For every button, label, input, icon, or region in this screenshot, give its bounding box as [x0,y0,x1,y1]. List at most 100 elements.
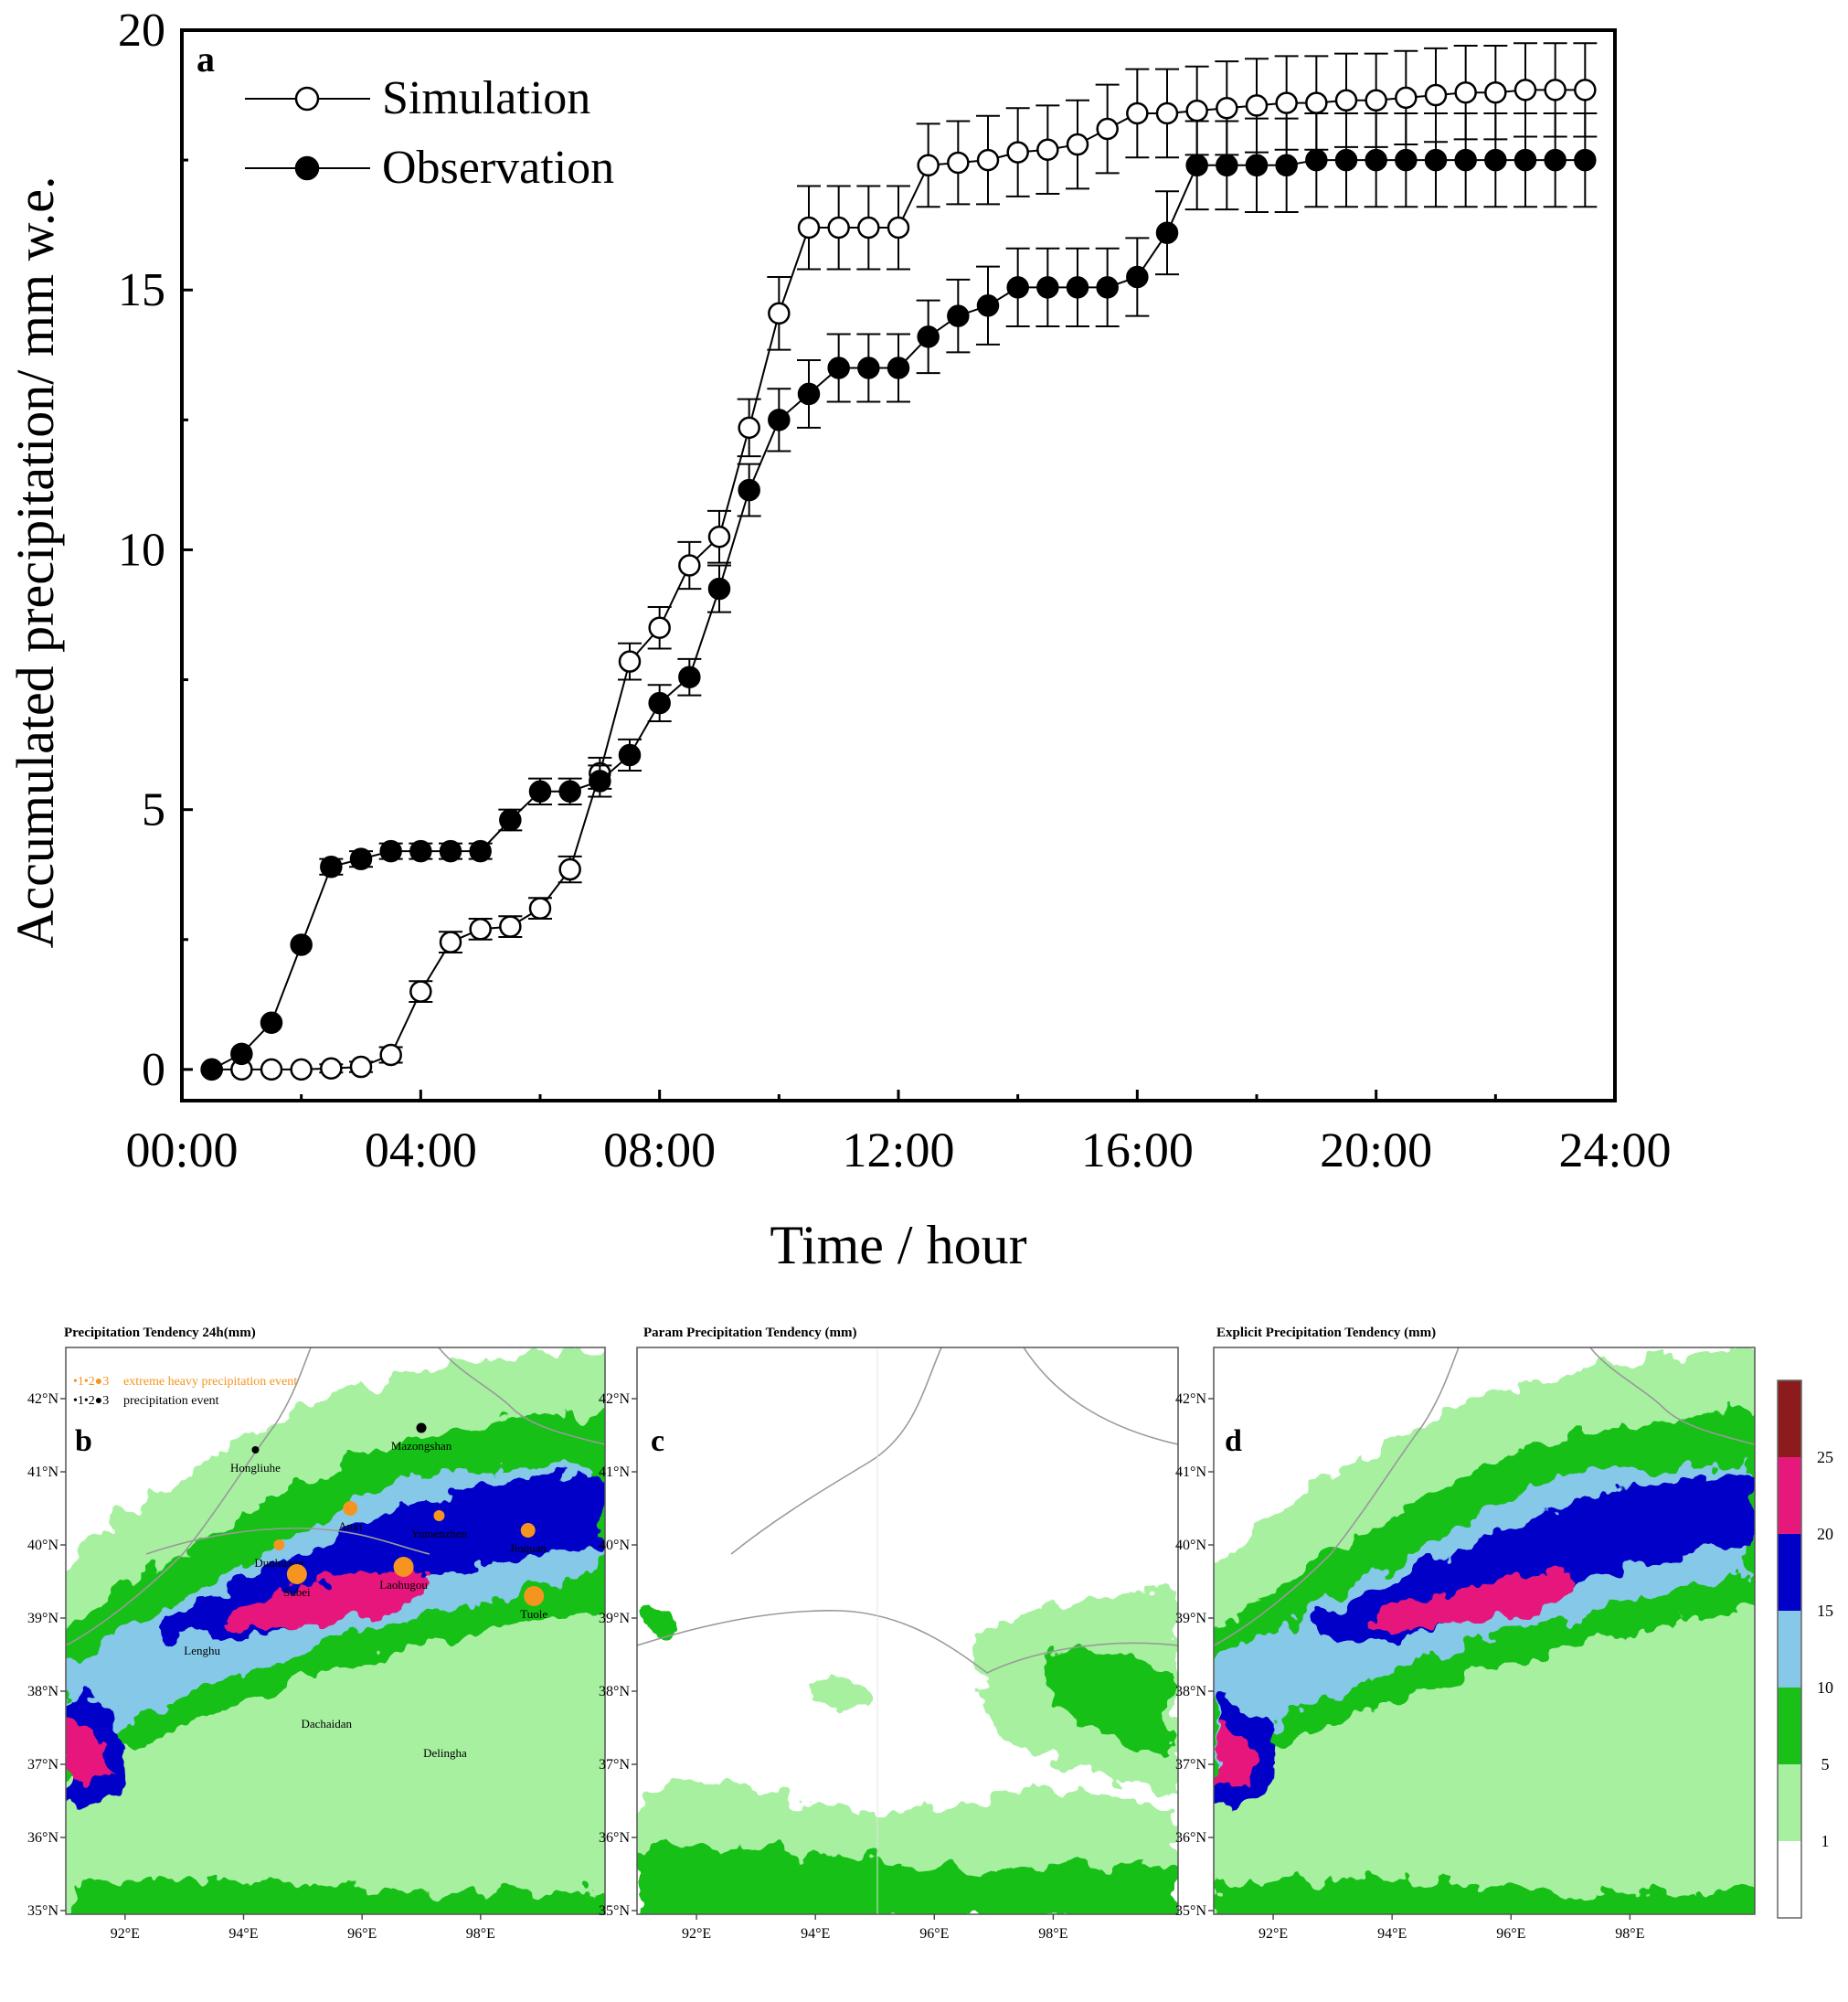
data-point-simulation [1275,91,1298,114]
data-point-observation [1066,276,1089,299]
legend-marker-observation [294,155,320,181]
station-label-mazongshan: Mazongshan [391,1439,452,1453]
data-point-simulation [738,416,760,440]
station-label-hongliuhe: Hongliuhe [230,1461,281,1475]
data-point-simulation [290,1058,313,1081]
lat-tick-label: 40°N [27,1538,58,1553]
data-point-observation [797,382,821,406]
data-point-simulation [1185,99,1208,122]
data-point-observation [1424,148,1448,172]
data-point-simulation [797,216,821,240]
lon-tick-label: 94°E [1377,1926,1407,1942]
lat-tick-label: 38°N [599,1684,630,1699]
data-point-observation [1126,265,1149,289]
station-marker-dunhuang [273,1539,285,1550]
station-label-laohugou: Laohugou [379,1578,428,1592]
lat-tick-label: 37°N [27,1757,58,1773]
data-point-simulation [469,918,492,941]
x-tick-label: 12:00 [842,1123,954,1177]
data-point-observation [469,839,492,863]
station-markers: Hongliuhe Mazongshan Anxi Yumenzhen Jiuquan D… [184,1422,547,1760]
x-tick-label: 08:00 [603,1123,716,1177]
y-tick-label: 0 [142,1044,165,1096]
data-point-simulation [1066,133,1089,156]
station-marker-laohugou [393,1557,414,1577]
extreme-legend-label: extreme heavy precipitation event [123,1375,297,1389]
data-point-simulation [947,151,970,175]
data-point-observation [887,357,910,379]
data-point-observation [1334,148,1358,172]
data-point-observation [917,325,940,348]
station-marker-mazongshan [416,1422,427,1433]
lat-tick-label: 42°N [599,1391,630,1407]
data-point-simulation [1574,79,1597,101]
data-point-observation [1305,148,1328,172]
station-label-delingha: Delingha [423,1746,467,1760]
data-point-observation [260,1011,283,1034]
lon-tick-label: 92°E [1259,1926,1288,1942]
data-point-simulation [857,216,880,240]
data-point-simulation [349,1055,373,1079]
data-point-simulation [1006,141,1029,164]
map-axes-c: 92°E 94°E 96°E 98°E 35°N 36°N 37°N 38°N 39°N 40°N… [599,1391,1067,1942]
lat-tick-label: 38°N [27,1684,58,1699]
data-point-simulation [528,897,552,920]
data-point-observation [349,847,373,870]
data-point-simulation [409,980,432,1003]
data-point-observation [768,409,791,431]
data-point-simulation [827,216,850,240]
panel-b-title: Precipitation Tendency 24h(mm) [64,1326,256,1340]
data-point-simulation [678,554,701,577]
lat-tick-label: 37°N [599,1757,630,1773]
data-point-observation [200,1058,223,1081]
data-point-observation [1454,148,1477,172]
y-axis-label: Accumulated precipitation/ mm w.e. [5,176,65,948]
panel-label-a: a [196,38,215,80]
station-marker-yumenzhen [433,1510,445,1521]
x-tick-label: 00:00 [125,1123,238,1177]
colorbar-label: 25 [1817,1448,1833,1466]
data-point-simulation [648,616,671,639]
y-tick-label: 10 [118,524,165,576]
station-marker-jiuquan [520,1523,536,1538]
x-tick-label: 24:00 [1558,1123,1671,1177]
lon-tick-label: 94°E [228,1926,258,1942]
data-point-observation [1185,154,1208,177]
data-point-simulation [887,216,910,240]
map-axes-b: 92°E 94°E 96°E 98°E 35°N 36°N 37°N 38°N 39°N 40°N… [27,1391,495,1942]
series-observation [200,112,1598,1081]
lon-tick-label: 92°E [111,1926,140,1942]
data-point-observation [947,304,970,327]
station-label-yumenzhen: Yumenzhen [411,1527,468,1540]
data-point-observation [738,478,760,502]
x-axis-label: Time / hour [770,1215,1026,1275]
colorbar-segment [1778,1457,1801,1534]
legend: Simulation Observation [245,72,614,194]
x-tick-label: 20:00 [1320,1123,1432,1177]
legend-marker-simulation [294,86,320,112]
y-tick-label: 15 [118,264,165,316]
lat-tick-label: 40°N [1175,1538,1206,1553]
lat-tick-label: 39°N [599,1611,630,1626]
data-point-observation [707,577,731,601]
data-point-observation [589,770,611,793]
data-point-observation [678,666,701,688]
data-point-simulation [917,154,940,177]
data-point-simulation [1155,101,1179,125]
lat-tick-label: 40°N [599,1538,630,1553]
series-simulation [200,42,1598,1081]
lon-tick-label: 92°E [682,1926,711,1942]
data-point-observation [1275,154,1298,177]
lat-tick-label: 39°N [1175,1611,1206,1626]
map-frame-d [1213,1347,1756,1915]
data-point-observation [439,839,462,863]
lon-tick-label: 98°E [466,1926,495,1942]
colorbar-label: 20 [1817,1525,1833,1543]
y-axis: 0 5 10 15 20 [118,5,193,1096]
data-point-simulation [379,1043,402,1067]
colorbar-segment [1778,1688,1801,1764]
plot-area [200,42,1598,1081]
data-point-observation [558,780,581,804]
